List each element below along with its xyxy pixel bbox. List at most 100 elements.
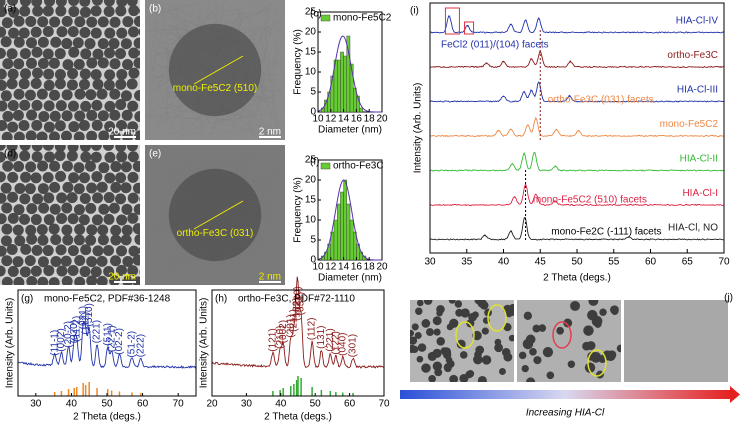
particle (441, 347, 452, 357)
x-tick-label: 60 (137, 399, 149, 410)
peak-label: (122) (330, 331, 341, 354)
particle (68, 0, 80, 6)
particle (115, 172, 127, 184)
particle (30, 26, 42, 38)
particle (49, 89, 61, 101)
particle (454, 300, 463, 308)
particle (139, 8, 140, 14)
particle (96, 88, 108, 100)
bar (340, 191, 344, 261)
particle (127, 171, 139, 183)
particle (86, 16, 98, 28)
x-tick-label: 14 (338, 262, 350, 273)
y-tick-label: 25 (305, 7, 317, 18)
peak-label: (220) (293, 286, 304, 309)
lattice-fringe (272, 195, 280, 281)
particle (0, 287, 7, 298)
particle (110, 181, 122, 193)
lattice-fringe (159, 101, 257, 133)
particle (86, 182, 98, 194)
particle (1, 17, 13, 29)
x-axis-label: Diameter (nm) (318, 125, 382, 136)
y-tick-label: 5 (310, 235, 316, 246)
particle (410, 329, 415, 337)
x-tick-label: 14 (338, 114, 350, 125)
particle (518, 351, 527, 360)
particle (459, 351, 468, 359)
particle (1, 255, 13, 267)
particle (31, 99, 43, 111)
legend-swatch (320, 14, 331, 22)
lattice-fringe (230, 260, 268, 280)
particle (25, 161, 37, 173)
particle (85, 89, 97, 101)
particle (6, 78, 18, 90)
particle (80, 100, 92, 112)
bar (337, 59, 341, 113)
particle (42, 245, 54, 257)
trace-label: HIA-Cl-III (677, 85, 718, 96)
particle (48, 57, 60, 69)
annotation: ortho-Fe3C (031) facets (548, 95, 654, 106)
particle (98, 130, 110, 140)
particle (8, 6, 20, 18)
annotation: mono-Fe5C2 (510) (173, 83, 257, 94)
peak-label: (11-1) (49, 330, 60, 356)
particle (139, 145, 140, 148)
particle (37, 276, 49, 285)
panel-label: (i) (410, 6, 419, 17)
particle (526, 377, 536, 382)
particle (19, 150, 31, 162)
scale-label: 2 nm (259, 127, 281, 138)
scale-label: 20 nm (108, 127, 136, 138)
lattice-fringe (178, 130, 249, 135)
particle (50, 255, 62, 267)
particle (36, 131, 48, 140)
peak-marker (538, 18, 540, 20)
particle (73, 234, 85, 246)
particle (108, 202, 120, 214)
particle (74, 254, 86, 266)
particle (0, 192, 7, 204)
particle (36, 88, 48, 100)
x-axis-label: 2 Theta (degs.) (73, 412, 141, 423)
peak-marker (484, 235, 486, 237)
particle (97, 57, 109, 69)
particle (421, 363, 431, 373)
particle (86, 109, 98, 121)
x-tick-label: 55 (608, 257, 620, 268)
particle (80, 48, 92, 60)
particle (49, 110, 61, 122)
particle (126, 145, 138, 152)
particle (2, 58, 14, 70)
peak-marker (485, 62, 488, 64)
particle (121, 109, 133, 121)
lattice-fringe (247, 168, 282, 200)
particle (24, 183, 36, 195)
xrd-trace (429, 116, 725, 138)
x-tick-label: 40 (275, 399, 287, 410)
particle (79, 6, 91, 18)
particle (599, 308, 607, 316)
y-tick-label: 15 (305, 195, 317, 206)
particle (72, 37, 84, 49)
particle (91, 119, 103, 131)
lattice-fringe (249, 43, 282, 132)
particle (1, 223, 13, 235)
bar (359, 107, 364, 113)
peak-label: (002) (278, 320, 289, 343)
particle (588, 300, 599, 306)
x-tick-label: 30 (424, 257, 436, 268)
particle (533, 356, 542, 365)
y-axis-label: Frequency (%) (293, 29, 304, 95)
lattice-fringe (166, 103, 203, 132)
lattice-fringe (221, 93, 279, 121)
particle (42, 48, 54, 60)
panel-label: (f) (310, 157, 319, 168)
y-tick-label: 20 (305, 175, 317, 186)
orientation-line (193, 200, 244, 230)
particle (477, 300, 487, 308)
bar (333, 219, 338, 261)
particle (66, 79, 78, 91)
particle (19, 48, 31, 60)
